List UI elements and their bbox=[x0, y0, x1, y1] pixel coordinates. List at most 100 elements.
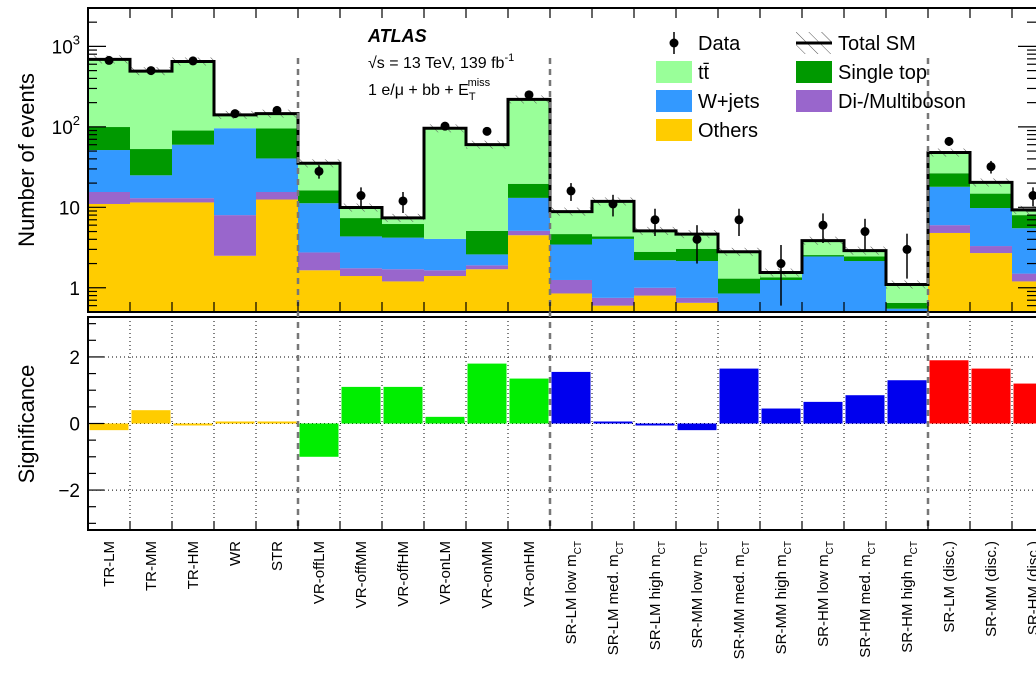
bar-w-jets-17 bbox=[802, 256, 844, 315]
legend-label-w-jets: W+jets bbox=[698, 91, 760, 113]
bar-w-jets-9 bbox=[466, 254, 508, 265]
top-ytick-label: 10 bbox=[59, 198, 80, 219]
bar-single-top-6 bbox=[340, 218, 382, 236]
bar-others-13 bbox=[634, 296, 676, 312]
category-label-16: SR-MM high mCT bbox=[773, 541, 794, 654]
category-label-12: SR-LM med. mCT bbox=[605, 541, 626, 655]
bar-w-jets-14 bbox=[676, 261, 718, 298]
data-point-20 bbox=[945, 137, 954, 146]
data-point-15 bbox=[735, 215, 744, 224]
bar-di-multiboson-18 bbox=[844, 324, 886, 329]
category-label-19: SR-HM high mCT bbox=[899, 541, 920, 653]
bar-single-top-13 bbox=[634, 252, 676, 260]
bar-tt--1 bbox=[130, 71, 172, 149]
bar-single-top-9 bbox=[466, 231, 508, 255]
significance-bar-18 bbox=[846, 395, 885, 423]
category-label-6: VR-offMM bbox=[353, 541, 370, 608]
bar-w-jets-3 bbox=[214, 128, 256, 215]
category-label-5: VR-offLM bbox=[311, 541, 328, 604]
legend-label-tt: tt̄ bbox=[698, 62, 710, 84]
bar-w-jets-10 bbox=[508, 198, 550, 231]
significance-bar-15 bbox=[720, 369, 759, 424]
significance-bar-22 bbox=[1014, 384, 1036, 424]
data-point-1 bbox=[147, 66, 156, 75]
category-label-3: WR bbox=[227, 541, 244, 566]
bar-others-20 bbox=[928, 233, 970, 312]
data-point-11 bbox=[567, 186, 576, 195]
legend-swatch-di-multiboson bbox=[796, 90, 832, 112]
bar-single-top-20 bbox=[928, 173, 970, 187]
sig-ytick-label: −2 bbox=[58, 481, 80, 502]
category-label-21: SR-MM (disc.) bbox=[983, 541, 1000, 637]
bar-others-4 bbox=[256, 200, 298, 312]
experiment-label: ATLAS bbox=[367, 26, 427, 46]
significance-bar-13 bbox=[636, 424, 675, 426]
bar-di-multiboson-13 bbox=[634, 288, 676, 296]
bar-di-multiboson-7 bbox=[382, 269, 424, 281]
bar-single-top-15 bbox=[718, 279, 760, 294]
significance-bar-7 bbox=[384, 387, 423, 424]
bar-w-jets-2 bbox=[172, 145, 214, 198]
bar-w-jets-7 bbox=[382, 238, 424, 270]
legend-label-data: Data bbox=[698, 33, 741, 55]
bar-single-top-5 bbox=[298, 190, 340, 203]
bar-w-jets-0 bbox=[88, 150, 130, 192]
bar-w-jets-18 bbox=[844, 261, 886, 324]
significance-bar-5 bbox=[300, 424, 339, 457]
data-point-13 bbox=[651, 215, 660, 224]
bar-single-top-12 bbox=[592, 236, 634, 238]
bar-single-top-21 bbox=[970, 194, 1012, 208]
bar-others-11 bbox=[550, 293, 592, 312]
bar-di-multiboson-14 bbox=[676, 298, 718, 303]
bar-di-multiboson-19 bbox=[886, 330, 928, 336]
bar-di-multiboson-22 bbox=[1012, 274, 1036, 282]
bar-di-multiboson-6 bbox=[340, 268, 382, 276]
data-point-7 bbox=[399, 196, 408, 205]
bar-others-6 bbox=[340, 276, 382, 312]
bar-tt--9 bbox=[466, 145, 508, 231]
bar-others-5 bbox=[298, 270, 340, 312]
bar-others-21 bbox=[970, 253, 1012, 312]
category-label-7: VR-offHM bbox=[395, 541, 412, 607]
legend-label-di-multiboson: Di-/Multiboson bbox=[838, 91, 966, 113]
significance-bar-4 bbox=[258, 422, 297, 424]
data-point-4 bbox=[273, 106, 282, 115]
bar-others-1 bbox=[130, 202, 172, 312]
significance-bar-16 bbox=[762, 409, 801, 424]
data-point-22 bbox=[1029, 191, 1036, 200]
category-label-1: TR-MM bbox=[143, 541, 160, 591]
category-label-13: SR-LM high mCT bbox=[647, 541, 668, 650]
significance-bar-14 bbox=[678, 424, 717, 431]
data-point-9 bbox=[483, 127, 492, 136]
bar-single-top-17 bbox=[802, 255, 844, 256]
category-label-18: SR-HM med. mCT bbox=[857, 541, 878, 658]
category-label-4: STR bbox=[269, 541, 286, 571]
data-point-3 bbox=[231, 109, 240, 118]
legend-swatch-tt bbox=[656, 61, 692, 83]
category-label-2: TR-HM bbox=[185, 541, 202, 589]
bar-di-multiboson-3 bbox=[214, 215, 256, 256]
category-label-0: TR-LM bbox=[101, 541, 118, 587]
bottom-ylabel: Significance bbox=[14, 365, 39, 484]
data-point-16 bbox=[777, 259, 786, 268]
bar-single-top-18 bbox=[844, 256, 886, 261]
significance-bar-19 bbox=[888, 380, 927, 423]
bar-tt--0 bbox=[88, 59, 130, 127]
bar-single-top-19 bbox=[886, 303, 928, 309]
bar-w-jets-11 bbox=[550, 245, 592, 280]
met-superscript: miss bbox=[468, 77, 491, 89]
bar-w-jets-4 bbox=[256, 158, 298, 192]
bar-others-3 bbox=[214, 256, 256, 312]
bar-others-2 bbox=[172, 202, 214, 312]
bar-others-10 bbox=[508, 235, 550, 312]
category-label-8: VR-onLM bbox=[437, 541, 454, 604]
category-label-20: SR-LM (disc.) bbox=[941, 541, 958, 633]
legend-data-marker bbox=[670, 39, 679, 48]
significance-bar-11 bbox=[552, 372, 591, 424]
legend-swatch-w-jets bbox=[656, 90, 692, 112]
bar-single-top-2 bbox=[172, 131, 214, 145]
bar-di-multiboson-20 bbox=[928, 225, 970, 233]
bar-others-22 bbox=[1012, 281, 1036, 312]
bar-di-multiboson-2 bbox=[172, 198, 214, 202]
